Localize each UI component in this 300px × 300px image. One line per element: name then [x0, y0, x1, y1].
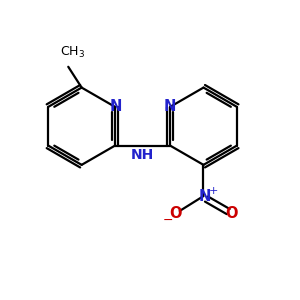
Text: O: O [169, 206, 182, 221]
Text: N: N [163, 99, 176, 114]
Text: N: N [199, 189, 211, 204]
Text: −: − [163, 214, 173, 227]
Text: N: N [110, 99, 122, 114]
Text: NH: NH [131, 148, 154, 162]
Text: O: O [226, 206, 238, 221]
Text: +: + [209, 186, 219, 196]
Text: CH$_3$: CH$_3$ [60, 45, 85, 60]
